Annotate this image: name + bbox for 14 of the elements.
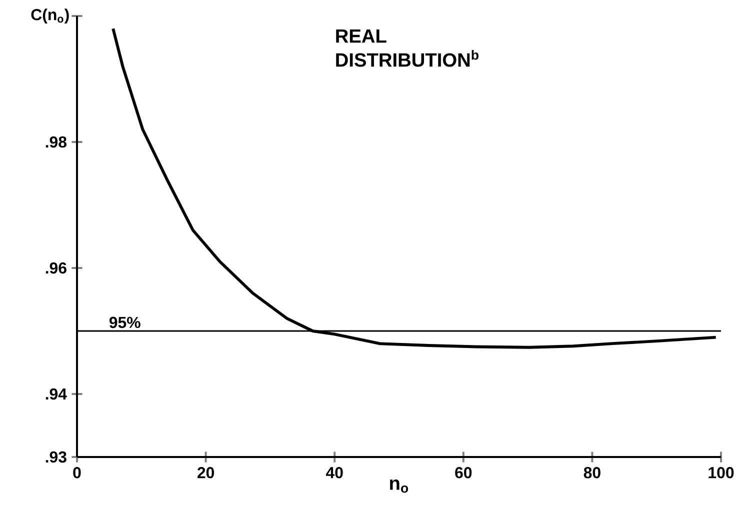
y-axis-title: C(n$_{o}$) xyxy=(31,8,69,24)
x-tick-label: 80 xyxy=(584,467,600,478)
x-tick-label: 20 xyxy=(198,467,214,478)
x-axis-title: n$_{o}$ xyxy=(390,479,408,493)
x-tick-label: 60 xyxy=(455,467,472,478)
y-tick-label: .98 xyxy=(46,136,67,148)
y-tick-label: .96 xyxy=(46,262,66,274)
text: REAL DISTRIBUTION$^{b}$ xyxy=(336,29,478,67)
x-tick-label: 0 xyxy=(73,467,81,478)
ref-line-label: 95% xyxy=(109,316,140,328)
y-tick-label: .94 xyxy=(46,388,67,400)
x-tick-label: 100 xyxy=(708,467,734,478)
y-tick-label: .93 xyxy=(46,451,66,463)
x-tick-label: 40 xyxy=(326,467,343,478)
